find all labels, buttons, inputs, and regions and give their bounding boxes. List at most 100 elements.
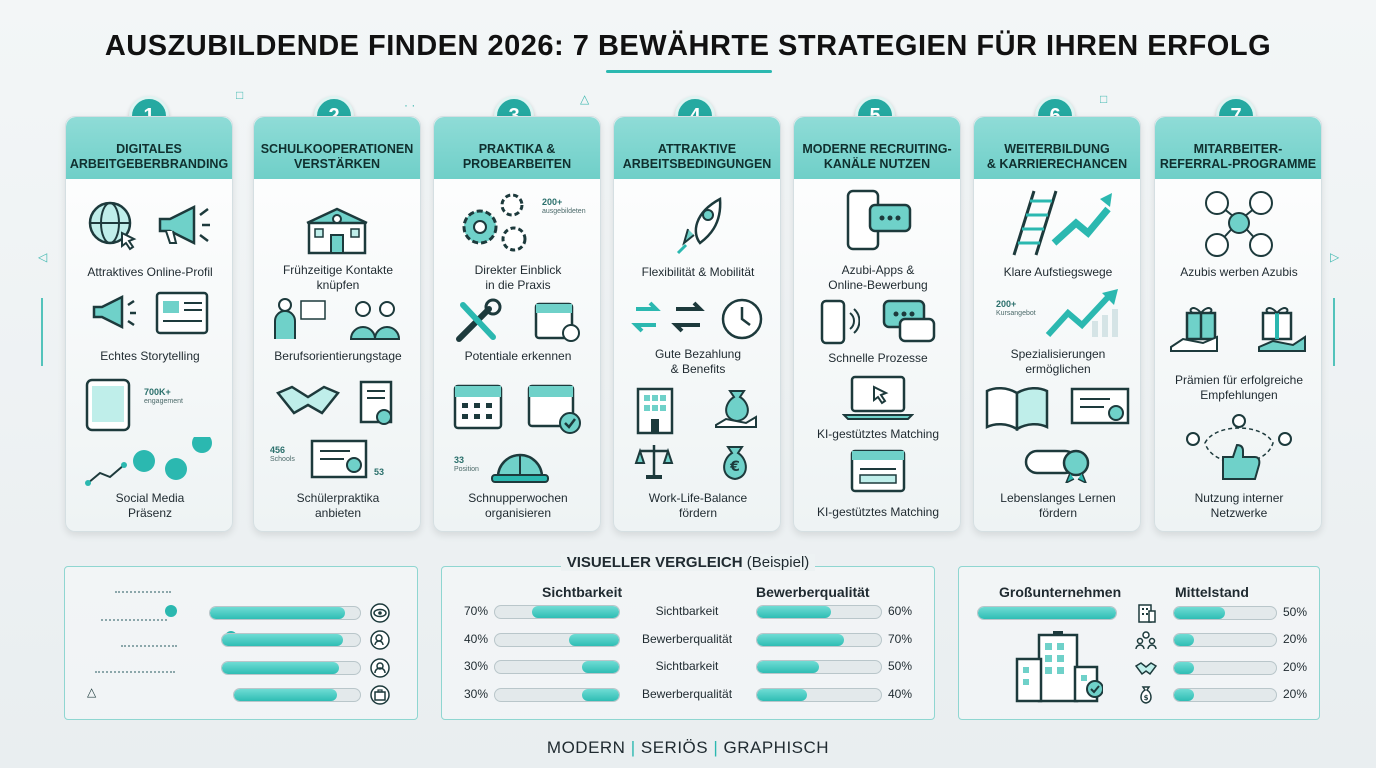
eye-icon xyxy=(370,603,390,623)
students-icon xyxy=(347,295,403,341)
strategy-item: Flexibilität & Mobilität xyxy=(641,265,755,279)
strategy-item: KI-gestütztes Matching xyxy=(816,505,940,519)
card-heading: SCHULKOOPERATIONEN VERSTÄRKEN xyxy=(260,142,414,171)
smartphone-chat-icon xyxy=(844,189,914,253)
right-percent: 70% xyxy=(888,632,913,646)
briefcase-icon xyxy=(370,685,390,705)
referral-network-icon xyxy=(1201,189,1277,259)
building-icon xyxy=(632,385,678,435)
tagline-separator: | xyxy=(713,738,719,757)
midsize-bar xyxy=(1173,688,1277,702)
stat-value: 700K+ engagement xyxy=(144,387,183,405)
card-header: PRAKTIKA & PROBEARBEITEN xyxy=(434,117,600,179)
deco-line xyxy=(41,298,43,366)
megaphone-icon xyxy=(154,197,214,253)
company-size-panel: Großunternehmen Mittelstand 50% 20% 20% $20… xyxy=(958,566,1320,720)
bullet-dot xyxy=(165,605,177,617)
sparkle-icon: · · xyxy=(404,98,416,112)
right-bar xyxy=(756,605,882,619)
sparkle-icon: ▷ xyxy=(1330,250,1340,264)
col-header-right: Bewerberqualität xyxy=(756,584,870,600)
comparison-heading-bold: VISUELLER VERGLEICH xyxy=(566,554,743,571)
social-network-icon xyxy=(84,437,220,493)
calendar-icon xyxy=(452,379,504,435)
svg-text:$: $ xyxy=(1144,694,1149,702)
midsize-percent: 50% xyxy=(1283,605,1308,619)
progress-bar xyxy=(209,606,361,620)
card-header: WEITERBILDUNG & KARRIERECHANCEN xyxy=(974,117,1140,179)
handshake-icon xyxy=(1135,658,1157,678)
strategy-item: Schnupperwochen organisieren xyxy=(468,491,568,520)
deco-line xyxy=(1333,298,1335,366)
svg-text:€: € xyxy=(729,459,740,475)
certificate-icon xyxy=(1070,385,1130,431)
tagline-serioes: SERIÖS xyxy=(640,738,709,757)
calendar-icon xyxy=(533,297,581,345)
left-percent: 40% xyxy=(464,632,489,646)
left-bar-fill xyxy=(532,606,619,618)
col-header-left: Sichtbarkeit xyxy=(542,584,623,600)
progress-bar xyxy=(221,661,361,675)
left-bar-fill xyxy=(581,689,619,701)
strategy-item: Azubis werben Azubis xyxy=(1180,265,1298,279)
diploma-icon xyxy=(310,439,368,479)
user-search-icon xyxy=(370,630,390,650)
progress-bar xyxy=(221,633,361,647)
card-heading: DIGITALES ARBEITGEBERBRANDING xyxy=(69,142,229,171)
strategy-item: Berufsorientierungstage xyxy=(274,349,402,363)
sparkle-icon: □ xyxy=(1100,92,1108,106)
people-icon xyxy=(1135,630,1157,650)
left-bar-fill xyxy=(581,661,619,673)
strategy-item: Frühzeitige Kontakte knüpfen xyxy=(282,263,394,292)
gift-hand-icon xyxy=(1247,299,1307,359)
growth-arrow-icon xyxy=(1044,287,1124,341)
strategy-card-6: WEITERBILDUNG & KARRIERECHANCEN Klare Au… xyxy=(973,116,1141,532)
right-percent: 50% xyxy=(888,659,913,673)
ladder-arrow-icon xyxy=(1000,187,1116,257)
tagline-separator: | xyxy=(630,738,636,757)
teacher-icon xyxy=(271,295,327,341)
money-bag-icon: $ xyxy=(1135,685,1157,705)
right-bar xyxy=(756,660,882,674)
strategy-card-2: SCHULKOOPERATIONEN VERSTÄRKEN Frühzeitig… xyxy=(253,116,421,532)
progress-fill xyxy=(222,662,340,674)
metric-label: Sichtbarkeit xyxy=(655,659,719,673)
midsize-bar-fill xyxy=(1174,634,1195,646)
midsize-bar-fill xyxy=(1174,689,1195,701)
sparkle-icon: △ xyxy=(580,92,590,106)
progress-bar xyxy=(233,688,361,702)
globe-cursor-icon xyxy=(84,197,140,253)
certificate-icon xyxy=(358,379,398,431)
strategy-item: Azubi-Apps & Online-Bewerbung xyxy=(828,263,928,292)
arrows-icon xyxy=(630,297,710,341)
midsize-bar-fill xyxy=(1174,607,1225,619)
midsize-percent: 20% xyxy=(1283,687,1308,701)
large-company-bar xyxy=(977,606,1117,620)
footer-tagline: MODERN | SERIÖS | GRAPHISCH xyxy=(0,738,1376,758)
dotted-line xyxy=(115,591,171,593)
strategy-item: Prämien für erfolgreiche Empfehlungen xyxy=(1174,373,1304,402)
stat-value: 53 xyxy=(374,467,385,477)
comparison-heading: VISUELLER VERGLEICH (Beispiel) xyxy=(442,554,934,572)
money-hand-icon xyxy=(712,385,762,435)
strategy-item: Direkter Einblick in die Praxis xyxy=(474,263,562,292)
metric-label: Sichtbarkeit xyxy=(655,604,719,618)
midsize-percent: 20% xyxy=(1283,632,1308,646)
megaphone-icon xyxy=(88,289,140,337)
sparkle-icon: □ xyxy=(236,88,244,102)
card-header: MODERNE RECRUITING- KANÄLE NUTZEN xyxy=(794,117,960,179)
user-badge-icon xyxy=(370,658,390,678)
right-bar-fill xyxy=(757,634,844,646)
title-underline xyxy=(606,70,772,73)
building-icon xyxy=(1135,603,1157,623)
midsize-bar xyxy=(1173,661,1277,675)
visual-comparison-panel: VISUELLER VERGLEICH (Beispiel) Sichtbark… xyxy=(441,554,935,720)
card-header: MITARBEITER- REFERRAL-PROGRAMME xyxy=(1155,117,1321,179)
sparkle-icon: ◁ xyxy=(38,250,48,264)
left-bar-fill xyxy=(569,634,619,646)
progress-fill xyxy=(234,689,338,701)
office-building-icon xyxy=(1013,629,1103,703)
comparison-heading-suffix: (Beispiel) xyxy=(742,554,810,571)
midsize-bar xyxy=(1173,606,1277,620)
strategy-item: KI-gestütztes Matching xyxy=(816,427,940,441)
